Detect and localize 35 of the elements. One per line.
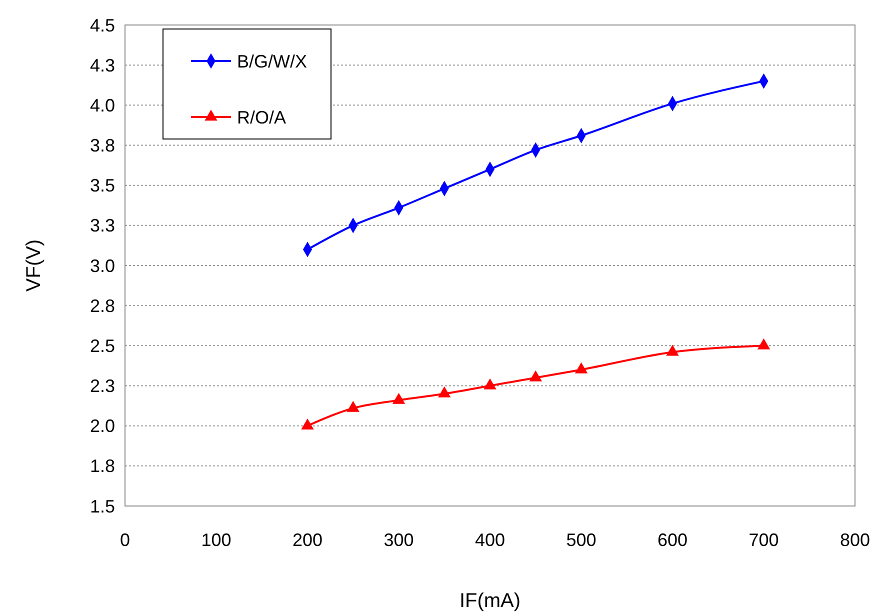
y-tick-label: 4.3 [90,55,115,76]
y-tick-label: 1.8 [90,456,115,476]
point [346,400,360,412]
x-tick-label: 700 [748,530,779,550]
y-tick-label: 3.0 [90,256,115,276]
x-tick-label: 200 [292,530,323,550]
y-tick-label: 2.5 [90,336,115,356]
point [392,392,406,404]
point [757,338,770,350]
point [529,370,542,382]
y-tick-label: 2.8 [90,296,115,316]
x-tick-label: 400 [474,530,506,550]
y-tick-label: 1.5 [90,496,115,516]
point [438,386,451,398]
x-tick-label: 0 [120,530,130,550]
y-tick-label: 4.5 [90,15,115,36]
y-axis-title: VF(V) [23,239,45,292]
y-tick-label: 3.3 [90,216,115,236]
x-tick-label: 800 [840,530,870,550]
y-tick-label: 4.0 [90,95,115,116]
x-tick-label: 600 [657,530,688,550]
point [484,378,496,390]
y-tick-label: 2.0 [90,416,115,436]
x-axis-title: IF(mA) [459,590,521,612]
y-tick-label: 2.3 [90,376,115,396]
point [666,344,679,356]
y-tick-label: 3.8 [90,136,115,156]
y-tick-label: 3.5 [90,176,115,196]
point [301,418,314,430]
x-tick-label: 100 [201,530,232,550]
legend-label: B/G/W/X [237,51,308,72]
x-tick-label: 300 [384,530,414,550]
x-tick-label: 500 [566,530,596,550]
point [574,362,588,374]
legend-label: R/O/A [237,107,286,128]
